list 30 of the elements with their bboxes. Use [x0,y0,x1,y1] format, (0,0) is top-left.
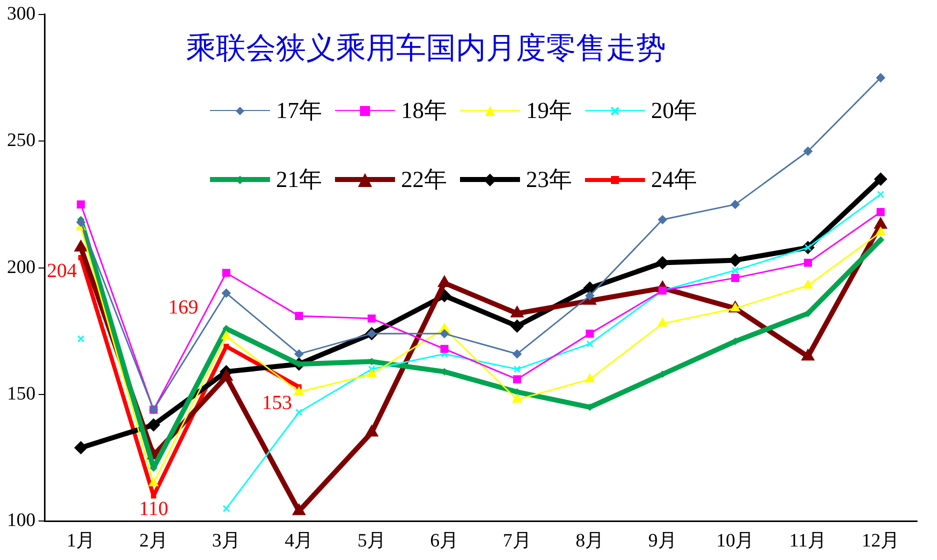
legend-label: 17年 [276,97,322,125]
y-tick-label: 300 [7,3,36,24]
x-tick-label: 4月 [284,530,314,552]
legend-label: 21年 [276,166,322,194]
x-tick-label: 8月 [576,530,604,552]
text: 乘联会狭义乘用车国内月度零售走势 [186,30,666,68]
legend-label: 18年 [401,97,447,125]
legend-label: 23年 [526,166,572,194]
data-label: 110 [138,498,168,520]
y-tick-label: 200 [7,256,36,278]
y-tick-label: 100 [7,510,36,532]
x-tick-label: 5月 [357,530,386,552]
legend-label: 24年 [651,166,697,194]
data-label: 153 [262,392,292,414]
data-label: 204 [46,260,77,282]
x-tick-label: 2月 [139,530,168,552]
legend-label: 22年 [401,166,447,194]
x-tick-label: 9月 [648,530,677,552]
x-tick-label: 10月 [716,530,754,552]
y-tick-label: 150 [7,383,36,404]
x-tick-label: 12月 [862,530,900,552]
legend-label: 20年 [651,97,697,125]
x-tick-label: 1月 [66,530,96,552]
y-tick-label: 250 [7,130,36,152]
data-label: 169 [168,296,198,319]
x-tick-label: 7月 [502,530,532,552]
legend-label: 19年 [526,97,572,125]
x-tick-label: 3月 [212,530,241,552]
x-tick-label: 6月 [430,530,459,552]
x-tick-label: 11月 [789,530,827,552]
